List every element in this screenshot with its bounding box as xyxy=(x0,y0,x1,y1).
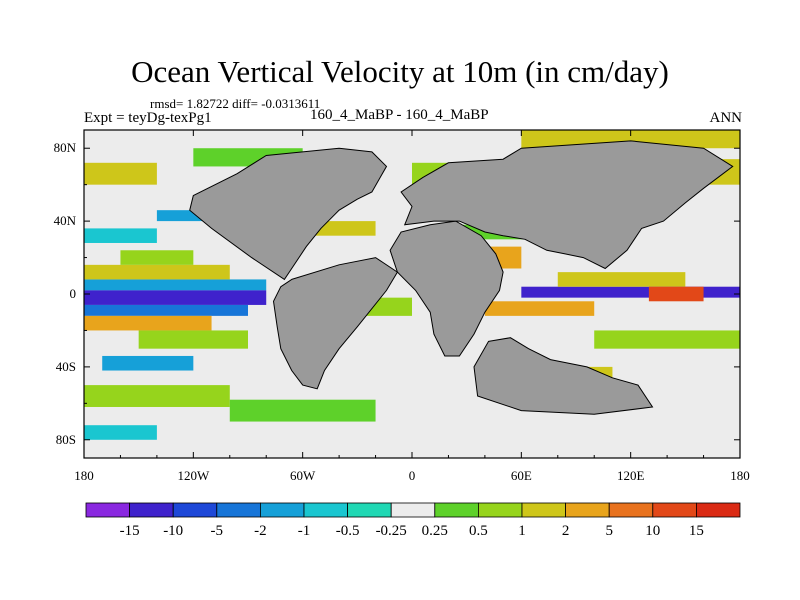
colorbar-box-0 xyxy=(85,502,130,518)
colorbar-box-12 xyxy=(608,502,654,518)
colorbar-box-11 xyxy=(565,502,610,518)
colorbar-label: 15 xyxy=(689,523,704,539)
season-label: ANN xyxy=(709,110,743,126)
field-region-13 xyxy=(84,385,230,407)
colorbar-box-3 xyxy=(216,502,261,518)
field-region-6 xyxy=(84,315,212,331)
case-label: 160_4_MaBP - 160_4_MaBP xyxy=(310,107,489,123)
field-region-18 xyxy=(648,286,704,302)
colorbar-label: -10 xyxy=(163,523,183,539)
colorbar-box-1 xyxy=(129,502,174,518)
land-mass-1 xyxy=(272,257,399,390)
field-region-19 xyxy=(484,301,595,316)
y-tick-label: 80S xyxy=(56,432,76,447)
x-tick-label: 120W xyxy=(177,468,210,483)
colorbar-box-2 xyxy=(172,502,218,518)
colorbar-label: -0.25 xyxy=(376,523,407,539)
plot-area xyxy=(84,130,740,458)
y-tick-label: 0 xyxy=(70,286,77,301)
field-region-17 xyxy=(557,272,686,287)
field-region-11 xyxy=(84,162,157,185)
colorbar: -15 -10 -5 -2 -1 -0.5 -0.25 0.25 0.5 1 2 5 10 15 xyxy=(85,502,741,539)
colorbar-label: 0.25 xyxy=(422,523,448,539)
colorbar-box-8 xyxy=(434,502,479,518)
field-region-3 xyxy=(84,304,248,316)
chart-title: Ocean Vertical Velocity at 10m (in cm/da… xyxy=(131,54,669,89)
colorbar-label: -1 xyxy=(298,523,311,539)
field-region-14 xyxy=(229,399,376,422)
experiment-label: Expt = teyDg-texPg1 xyxy=(84,110,212,126)
colorbar-box-9 xyxy=(477,502,523,518)
land-mass-0 xyxy=(189,147,388,281)
y-tick-label: 80N xyxy=(54,140,77,155)
field-region-7 xyxy=(138,330,248,349)
field-region-5 xyxy=(120,250,194,265)
field-region-20 xyxy=(594,330,740,349)
colorbar-label: -5 xyxy=(211,523,224,539)
x-tick-label: 180 xyxy=(730,468,750,483)
colorbar-box-4 xyxy=(259,502,305,518)
colorbar-box-13 xyxy=(652,502,697,518)
field-region-4 xyxy=(84,264,230,280)
x-tick-label: 60W xyxy=(290,468,316,483)
colorbar-box-10 xyxy=(521,502,566,518)
field-region-9 xyxy=(84,228,157,243)
colorbar-label: 2 xyxy=(562,523,570,539)
field-region-16 xyxy=(521,286,740,298)
field-region-1 xyxy=(84,279,267,291)
land-mass-2 xyxy=(389,220,504,357)
colorbar-label: -2 xyxy=(254,523,267,539)
x-tick-label: 180 xyxy=(74,468,94,483)
field-region-2 xyxy=(84,290,267,305)
colorbar-label: 5 xyxy=(605,523,613,539)
y-tick-label: 40S xyxy=(56,359,76,374)
colorbar-label: 0.5 xyxy=(469,523,488,539)
colorbar-box-5 xyxy=(303,502,348,518)
stats-label: rmsd= 1.82722 diff= -0.0313611 xyxy=(150,96,321,111)
land-mass-3 xyxy=(400,140,734,270)
x-tick-label: 120E xyxy=(617,468,645,483)
colorbar-box-7 xyxy=(390,502,436,518)
land-mass-4 xyxy=(473,337,654,415)
x-tick-label: 0 xyxy=(409,468,416,483)
colorbar-label: 1 xyxy=(518,523,526,539)
x-tick-label: 60E xyxy=(511,468,532,483)
field-region-15 xyxy=(84,425,157,440)
colorbar-label: -15 xyxy=(120,523,140,539)
colorbar-box-14 xyxy=(696,502,741,518)
colorbar-box-6 xyxy=(347,502,392,518)
colorbar-label: -0.5 xyxy=(336,523,360,539)
y-axis: 80N 40N 0 40S 80S xyxy=(54,140,740,447)
field-region-8 xyxy=(102,355,194,371)
y-tick-label: 40N xyxy=(54,213,77,228)
x-axis: 180 120W 60W 0 60E 120E 180 xyxy=(74,130,750,483)
field-region-28 xyxy=(521,130,740,149)
field-region-10 xyxy=(156,210,230,222)
colorbar-label: 10 xyxy=(645,523,660,539)
